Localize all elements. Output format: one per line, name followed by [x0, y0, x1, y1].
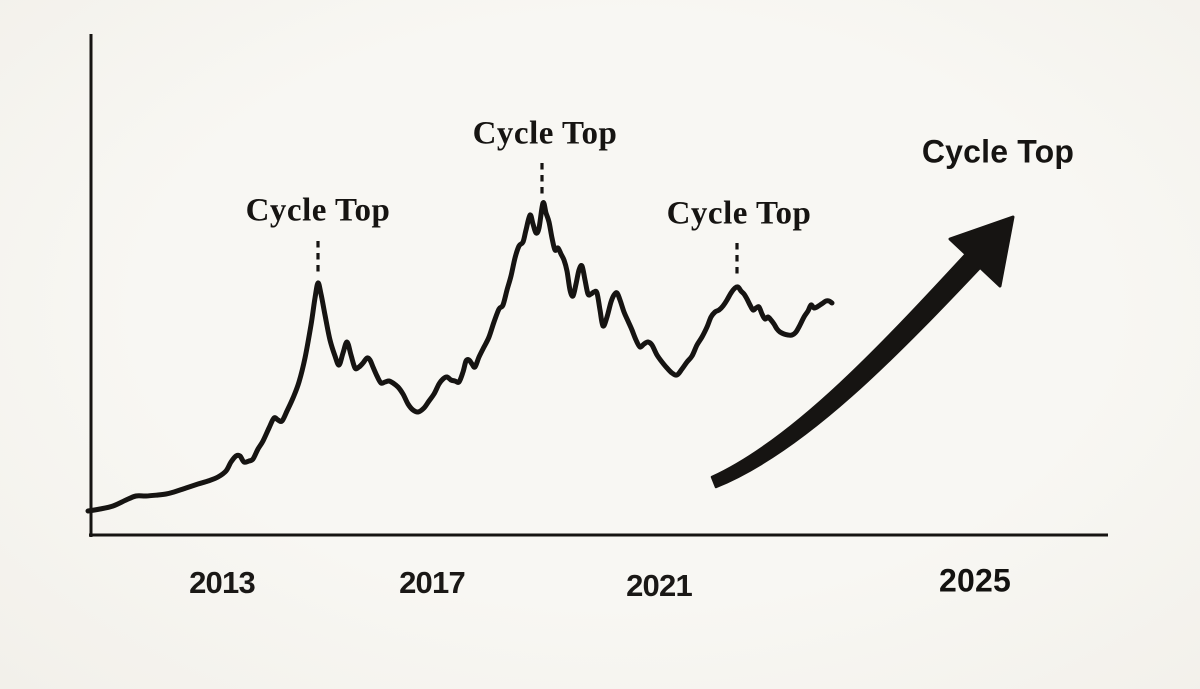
price-curve [85, 200, 835, 514]
annotation-cycle-top-2017: Cycle Top [472, 115, 618, 152]
x-tick-2021: 2021 [626, 568, 693, 603]
x-tick-2013: 2013 [189, 565, 256, 600]
projection-arrow-shaft [710, 239, 994, 489]
annotation-cycle-top-2013: Cycle Top [245, 192, 391, 229]
annotation-cycle-top-2025: Cycle Top [921, 133, 1075, 170]
x-tick-2017: 2017 [399, 565, 466, 600]
projection-arrow-head-icon [948, 215, 1015, 288]
x-tick-2025: 2025 [939, 562, 1011, 599]
annotation-cycle-top-2021: Cycle Top [666, 195, 812, 232]
